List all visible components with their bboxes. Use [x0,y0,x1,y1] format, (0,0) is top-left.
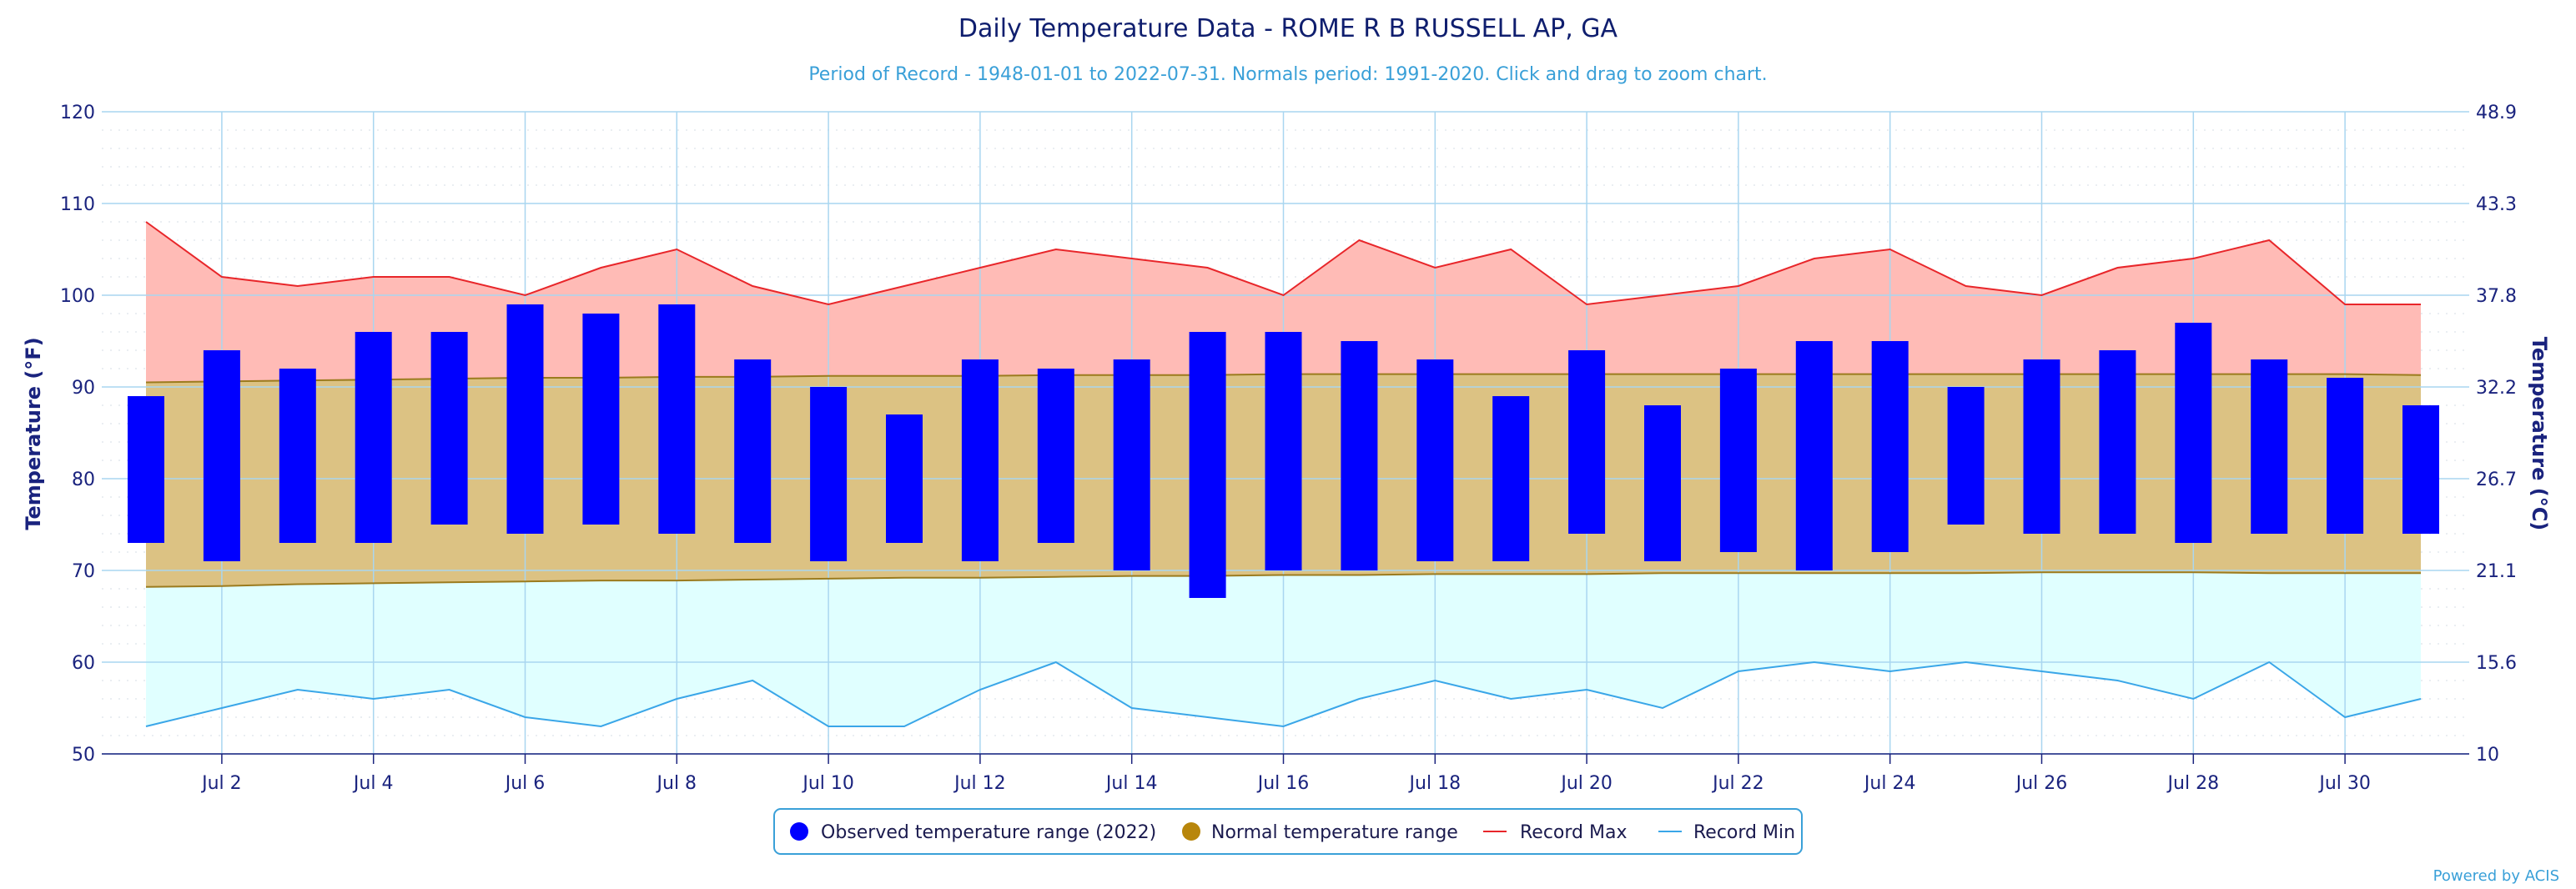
y-tick-label-left: 90 [72,378,95,399]
x-tick-label: Jul 26 [2015,773,2068,794]
plot-area[interactable]: 50 10 60 15.6 70 21.1 80 26.7 90 32.2 100 37.8 110 43… [60,103,2517,794]
y-tick-label-right: 15.6 [2476,653,2517,674]
y-tick-label-left: 110 [60,194,95,215]
y-axis-label-left: Temperature (°F) [22,337,45,530]
observed-range-bar[interactable] [355,332,392,543]
legend-observed-label[interactable]: Observed temperature range (2022) [821,822,1156,843]
record-min-line [145,660,2422,728]
observed-range-bar[interactable] [203,350,240,561]
y-tick-label-left: 100 [60,286,95,307]
x-tick-label: Jul 12 [953,773,1006,794]
observed-range-bar[interactable] [2327,378,2364,534]
legend-normal-marker[interactable] [1182,822,1200,841]
normal-low-line [145,571,2421,588]
chart-subtitle: Period of Record - 1948-01-01 to 2022-07… [808,64,1767,85]
x-tick-label: Jul 6 [504,773,546,794]
observed-range-bar[interactable] [1113,359,1150,570]
y-tick-label-left: 80 [72,470,95,490]
y-axis-label-right: Temperature (°C) [2528,337,2551,531]
y-tick-label-left: 70 [72,561,95,582]
observed-range-bar[interactable] [1568,350,1606,534]
observed-range-bar[interactable] [506,304,544,534]
acis-credit-link[interactable]: Powered by ACIS [2433,867,2559,885]
y-tick-label-right: 26.7 [2476,470,2517,490]
observed-range-bar[interactable] [2175,323,2212,543]
x-tick-label: Jul 30 [2317,773,2371,794]
observed-range-bar[interactable] [1644,405,1681,561]
x-tick-label: Jul 10 [801,773,854,794]
x-tick-label: Jul 14 [1104,773,1158,794]
x-tick-label: Jul 20 [1559,773,1613,794]
x-tick-label: Jul 2 [200,773,242,794]
y-tick-label-right: 32.2 [2476,378,2517,399]
legend-observed-marker[interactable] [790,822,808,841]
observed-range-bar[interactable] [1265,332,1302,570]
y-tick-label-right: 10 [2476,745,2499,766]
chart-title: Daily Temperature Data - ROME R B RUSSEL… [958,14,1618,43]
observed-range-bar[interactable] [810,387,848,561]
observed-range-bar[interactable] [2099,350,2136,534]
y-tick-label-left: 60 [72,653,95,674]
observed-range-bar[interactable] [1871,341,1909,552]
observed-range-bar[interactable] [1947,387,1985,525]
x-tick-label: Jul 24 [1863,773,1916,794]
observed-range-bar[interactable] [961,359,999,561]
observed-range-bar[interactable] [1189,332,1226,598]
observed-range-bar[interactable] [2023,359,2060,534]
observed-range-bar[interactable] [582,314,620,525]
y-tick-label-right: 21.1 [2476,561,2517,582]
legend-normal-label[interactable]: Normal temperature range [1211,822,1458,843]
x-tick-label: Jul 22 [1711,773,1764,794]
y-tick-label-right: 48.9 [2476,103,2517,123]
observed-range-bar[interactable] [658,304,696,534]
observed-range-bar[interactable] [1037,369,1074,543]
y-tick-label-right: 37.8 [2476,286,2517,307]
legend-record-max-label[interactable]: Record Max [1520,822,1628,843]
observed-range-bar[interactable] [128,396,164,543]
observed-range-bar[interactable] [2402,405,2439,534]
legend-record-min-label[interactable]: Record Min [1693,822,1795,843]
observed-range-bar[interactable] [1341,341,1378,570]
legend-box [773,808,1803,855]
observed-range-bar[interactable] [430,332,468,525]
legend: Observed temperature range (2022) Normal… [773,808,1803,855]
x-tick-label: Jul 16 [1256,773,1310,794]
x-tick-label: Jul 28 [2166,773,2220,794]
observed-range-bar[interactable] [1719,369,1757,552]
x-tick-label: Jul 4 [352,773,394,794]
x-tick-label: Jul 18 [1408,773,1462,794]
observed-range-bar[interactable] [1492,396,1530,561]
observed-range-bar[interactable] [279,369,316,543]
observed-range-bar[interactable] [734,359,772,543]
y-tick-label-left: 50 [72,745,95,766]
observed-range-bar[interactable] [886,414,923,543]
y-tick-label-left: 120 [60,103,95,123]
record-max-line [145,221,2421,306]
observed-range-bar[interactable] [1416,359,1454,561]
observed-range-bar[interactable] [1795,341,1833,570]
observed-range-bar[interactable] [2251,359,2288,534]
x-tick-label: Jul 8 [656,773,697,794]
y-tick-label-right: 43.3 [2476,194,2517,215]
